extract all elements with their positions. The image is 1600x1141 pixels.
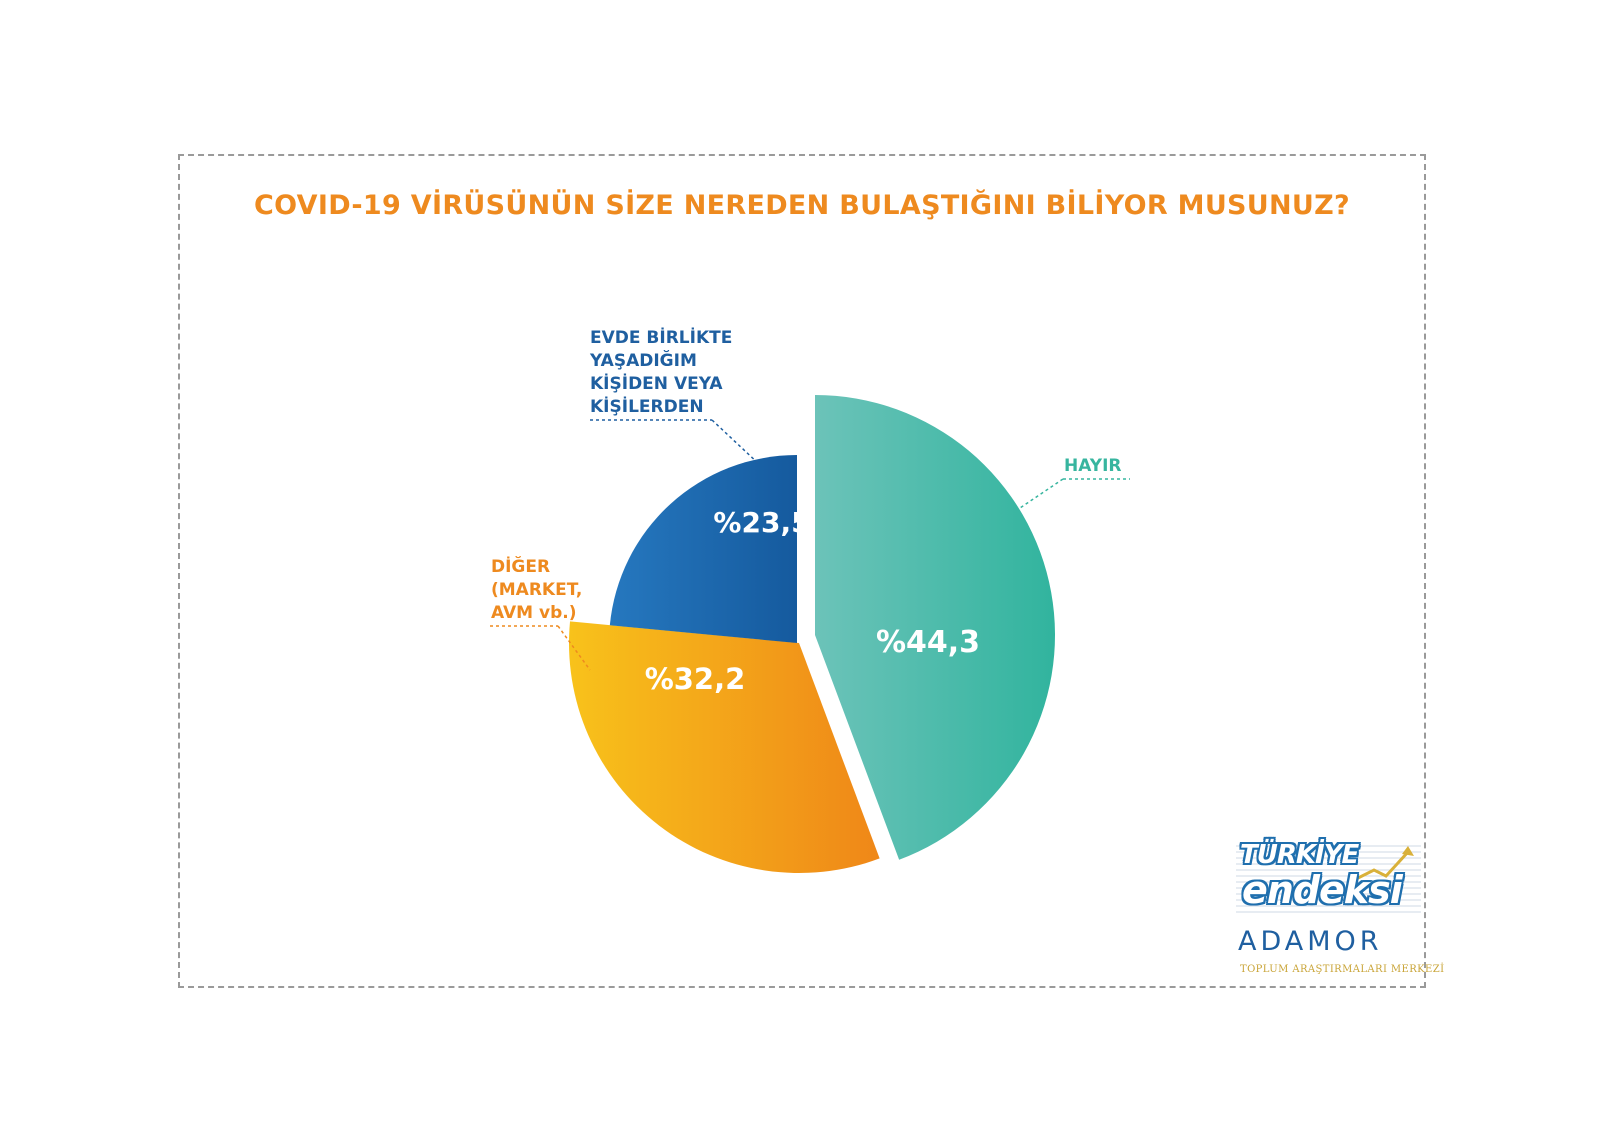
slice-label-evde-line-1: EVDE BİRLİKTE [590,326,732,348]
pie-slice-diger [568,621,880,874]
slice-value-evde: %23,5 [713,506,810,539]
slice-label-hayir: HAYIR [1064,456,1121,476]
chart-frame [178,154,1426,988]
slice-label-evde-line-3: KİŞİDEN VEYA [590,372,723,394]
pie-slice-hayir [815,395,1056,860]
brand-logo: TÜRKİYE endeksi ADAMOR TOPLUM ARAŞTIRMAL… [1236,840,1444,985]
slice-value-hayir: %44,3 [876,625,980,660]
slice-label-evde-line-4: KİŞİLERDEN [590,395,704,417]
slice-label-diger-line-2: (MARKET, [491,580,582,600]
logo-stripes-graphic [1236,845,1421,913]
pie-slice-evde [609,455,797,643]
leader-line-evde [711,419,761,466]
logo-tagline: TOPLUM ARAŞTIRMALARI MERKEZİ [1240,964,1445,975]
chart-title: COVID-19 VİRÜSÜNÜN SİZE NEREDEN BULAŞTIĞ… [254,190,1350,221]
slice-label-evde: EVDE BİRLİKTE YAŞADIĞIM KİŞİDEN VEYA KİŞ… [589,326,732,417]
logo-text-turkiye: TÜRKİYE [1240,840,1359,870]
logo-text-endeksi: endeksi [1242,868,1403,912]
slice-label-diger-line-1: DİĞER [491,555,550,577]
slice-value-diger: %32,2 [645,662,746,696]
slice-label-evde-line-2: YAŞADIĞIM [589,349,697,371]
leader-line-hayir [1019,478,1064,509]
slice-label-diger-line-3: AVM vb.) [491,603,576,623]
slice-label-diger: DİĞER (MARKET, AVM vb.) [491,555,582,623]
logo-text-adamor: ADAMOR [1238,926,1383,957]
